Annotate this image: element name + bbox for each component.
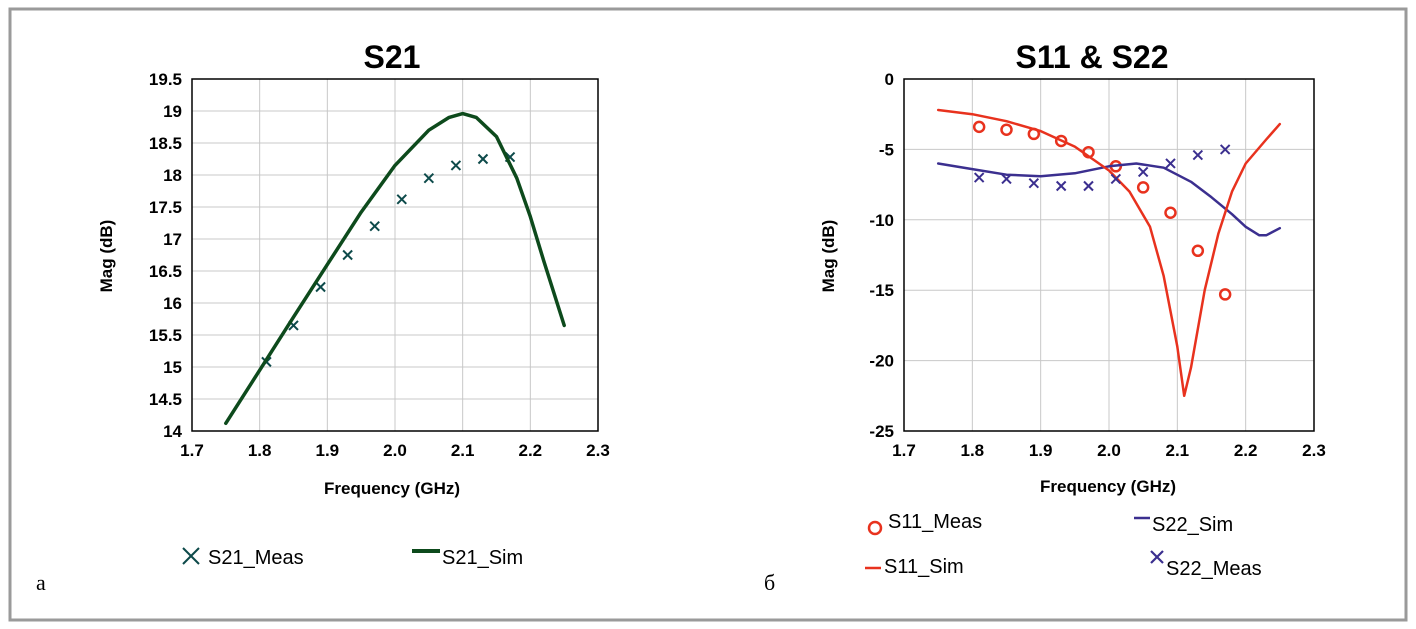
x-tick-label: 1.7 <box>180 441 204 460</box>
point-s22-meas <box>1055 180 1067 192</box>
y-tick-label: 15 <box>163 358 182 377</box>
y-tick-label: 18.5 <box>149 134 182 153</box>
x-tick-label: 1.7 <box>892 441 916 460</box>
point-s11-meas <box>1136 181 1150 194</box>
y-tick-label: 14.5 <box>149 390 182 409</box>
x-tick-label: 1.8 <box>248 441 272 460</box>
series-line-s22-sim <box>936 162 1282 237</box>
panel-label-a: а <box>36 570 46 595</box>
chart-s21-series <box>224 111 566 426</box>
point-s22-meas <box>1137 166 1149 178</box>
point-s22-meas <box>1165 158 1176 169</box>
y-tick-label: 16 <box>163 294 182 313</box>
point-s21-meas <box>315 281 326 293</box>
chart-s11-s22-ylabel: Mag (dB) <box>819 220 838 293</box>
panel-label-b: б <box>764 570 775 595</box>
chart-s11-s22-plot-area <box>903 78 1315 432</box>
y-tick-label: 0 <box>885 70 894 89</box>
point-s11-meas <box>972 120 986 134</box>
y-tick-label: -20 <box>869 352 894 371</box>
x-tick-label: 2.0 <box>1097 441 1121 460</box>
point-s11-meas <box>1000 123 1013 136</box>
y-tick-label: 17 <box>163 230 182 249</box>
chart-s21-plot-area <box>191 78 599 432</box>
figure-border <box>8 7 1408 622</box>
chart-s11-s22-x-ticks: 1.7 1.8 1.9 2.0 2.1 2.2 2.3 <box>892 441 1326 460</box>
legend-s11-meas-label: S11_Meas <box>888 511 982 533</box>
y-tick-label: 15.5 <box>149 326 182 345</box>
y-tick-label: -5 <box>879 140 894 159</box>
point-s11-meas <box>1054 134 1068 148</box>
chart-s11-s22-xlabel: Frequency (GHz) <box>1040 477 1176 496</box>
x-tick-label: 1.8 <box>961 441 985 460</box>
point-s22-meas <box>973 172 985 183</box>
point-s22-meas <box>1001 173 1012 185</box>
y-tick-label: 14 <box>163 422 182 441</box>
y-tick-label: -25 <box>869 422 894 441</box>
point-s22-meas <box>1110 173 1122 185</box>
x-tick-label: 2.0 <box>383 441 407 460</box>
legend-s21-meas-x-icon <box>182 547 200 565</box>
series-line-s11-sim <box>936 108 1282 398</box>
series-line-s21-sim <box>224 111 566 426</box>
chart-s11-s22-grid <box>903 78 1315 432</box>
point-s11-meas <box>1164 206 1177 220</box>
x-tick-label: 2.2 <box>519 441 543 460</box>
y-tick-label: -10 <box>869 211 894 230</box>
x-tick-label: 1.9 <box>316 441 340 460</box>
x-tick-label: 2.1 <box>1166 441 1190 460</box>
y-tick-label: 18 <box>163 166 182 185</box>
point-s22-meas <box>1083 180 1094 192</box>
point-s11-meas <box>1218 288 1232 301</box>
chart-s21-xlabel: Frequency (GHz) <box>324 479 460 498</box>
chart-s11-s22-series <box>936 108 1282 398</box>
point-s21-meas <box>369 220 380 232</box>
point-s22-meas <box>1192 149 1204 161</box>
chart-s21: 14 14.5 15 15.5 16 16.5 17 17.5 18 18.5 19 19.5 1.7… <box>36 39 610 595</box>
chart-s11-s22: -25 -20 -15 -10 -5 0 1.7 1.8 1.9 2.0 2.1 2.2 2.3 S1… <box>764 39 1326 595</box>
legend-s11-sim-label: S11_Sim <box>884 556 964 578</box>
point-s22-meas <box>1028 177 1040 189</box>
y-tick-label: 19.5 <box>149 70 182 89</box>
chart-s21-ylabel: Mag (dB) <box>97 220 116 293</box>
chart-s21-x-ticks: 1.7 1.8 1.9 2.0 2.1 2.2 2.3 <box>180 441 610 460</box>
chart-s21-y-ticks: 14 14.5 15 15.5 16 16.5 17 17.5 18 18.5 19 19.5 <box>149 70 183 441</box>
chart-s11-s22-y-ticks: -25 -20 -15 -10 -5 0 <box>869 70 894 441</box>
legend-s22-sim-label: S22_Sim <box>1152 514 1233 536</box>
y-tick-label: 19 <box>163 102 182 121</box>
legend-s22-meas-label: S22_Meas <box>1166 558 1262 580</box>
chart-s21-legend: S21_Meas S21_Sim <box>182 547 523 569</box>
point-s21-meas <box>396 194 407 205</box>
y-tick-label: 17.5 <box>149 198 182 217</box>
chart-s11-s22-title: S11 & S22 <box>1016 39 1169 75</box>
x-tick-label: 2.3 <box>586 441 610 460</box>
y-tick-label: -15 <box>869 281 894 300</box>
point-s21-meas <box>342 249 353 261</box>
legend-s21-meas-label: S21_Meas <box>208 547 304 569</box>
point-s21-meas <box>423 172 435 184</box>
y-tick-label: 16.5 <box>149 262 182 281</box>
x-tick-label: 2.3 <box>1302 441 1326 460</box>
x-tick-label: 2.2 <box>1234 441 1258 460</box>
point-s22-meas <box>1219 144 1231 155</box>
legend-s21-sim-label: S21_Sim <box>442 547 523 569</box>
chart-s11-s22-legend: S11_Meas S22_Sim S11_Sim S22_Meas <box>865 511 1262 580</box>
point-s21-meas <box>477 153 489 165</box>
x-tick-label: 1.9 <box>1029 441 1053 460</box>
legend-s22-meas-x-icon <box>1150 550 1164 564</box>
point-s21-meas <box>450 160 462 171</box>
legend-s11-meas-circle-icon <box>867 520 883 536</box>
chart-s21-title: S21 <box>364 39 421 75</box>
point-s11-meas <box>1191 244 1205 258</box>
x-tick-label: 2.1 <box>451 441 475 460</box>
